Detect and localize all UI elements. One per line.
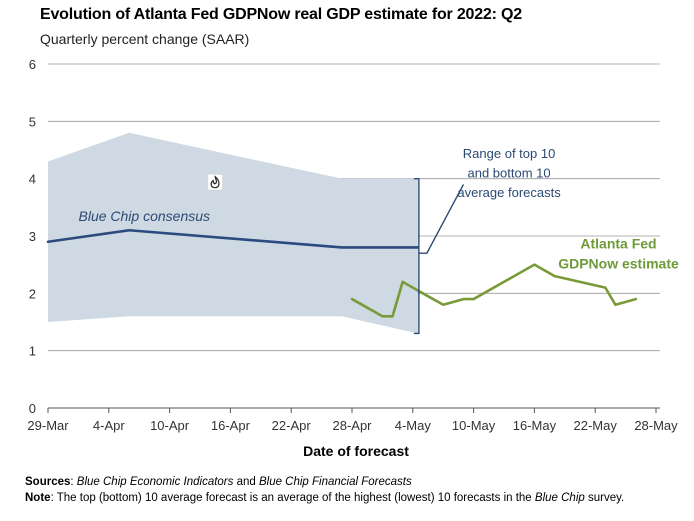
range-label-line1: Range of top 10 xyxy=(463,146,556,161)
gdpnow-estimate-line xyxy=(350,263,638,318)
note-text-1: : The top (bottom) 10 average forecast i… xyxy=(50,492,535,504)
note-label: Note xyxy=(25,492,51,504)
y-tick-label: 6 xyxy=(29,57,36,72)
x-tick-label: 10-May xyxy=(452,418,496,433)
range-pointer-line xyxy=(418,184,465,254)
x-tick-label: 29-Mar xyxy=(27,418,69,433)
gdpnow-label-line1: Atlanta Fed xyxy=(580,236,656,252)
note-text-3: survey. xyxy=(584,492,625,504)
y-axis: 0 1 2 3 4 5 6 xyxy=(29,57,36,416)
consensus-label: Blue Chip consensus xyxy=(79,208,211,224)
sources-text-1: Blue Chip Economic Indicators xyxy=(76,476,234,488)
blue-chip-consensus-line xyxy=(46,228,420,249)
sources-footnote: Sources: Blue Chip Economic Indicators a… xyxy=(25,476,412,488)
sources-text-2: Blue Chip Financial Forecasts xyxy=(258,476,412,488)
x-tick-label: 10-Apr xyxy=(150,418,190,433)
x-tick-label: 22-May xyxy=(574,418,618,433)
chart-subtitle: Quarterly percent change (SAAR) xyxy=(40,31,250,47)
range-label-line3: average forecasts xyxy=(457,185,561,200)
y-tick-label: 3 xyxy=(29,229,36,244)
x-tick-label: 16-May xyxy=(513,418,557,433)
x-tick-label: 28-May xyxy=(634,418,678,433)
y-tick-label: 0 xyxy=(29,401,36,416)
x-tick-label: 16-Apr xyxy=(211,418,251,433)
range-band-area xyxy=(48,132,418,334)
x-tick-label: 4-Apr xyxy=(93,418,125,433)
x-axis-label: Date of forecast xyxy=(303,443,409,459)
x-axis: 29-Mar 4-Apr 10-Apr 16-Apr 22-Apr 28-Apr 4-May… xyxy=(27,407,678,459)
annotations: Blue Chip consensus Range of top 10 and bo… xyxy=(79,146,679,335)
y-tick-label: 4 xyxy=(29,172,36,187)
gdpnow-label-line2: GDPNow estimate xyxy=(558,256,679,272)
x-tick-label: 4-May xyxy=(395,418,432,433)
x-tick-label: 22-Apr xyxy=(272,418,312,433)
range-band xyxy=(48,132,418,334)
y-tick-label: 2 xyxy=(29,286,36,301)
range-bracket xyxy=(413,177,420,335)
x-tick-label: 28-Apr xyxy=(332,418,372,433)
fire-icon xyxy=(210,175,220,189)
y-tick-label: 1 xyxy=(29,344,36,359)
sources-and: and xyxy=(233,476,259,488)
note-text-2: Blue Chip xyxy=(534,492,585,504)
chart-title: Evolution of Atlanta Fed GDPNow real GDP… xyxy=(40,6,522,23)
series-lines xyxy=(46,228,638,318)
note-footnote: Note: The top (bottom) 10 average foreca… xyxy=(25,492,624,504)
range-label-line2: and bottom 10 xyxy=(468,166,551,181)
sources-label: Sources xyxy=(25,476,71,488)
y-tick-label: 5 xyxy=(29,114,36,129)
